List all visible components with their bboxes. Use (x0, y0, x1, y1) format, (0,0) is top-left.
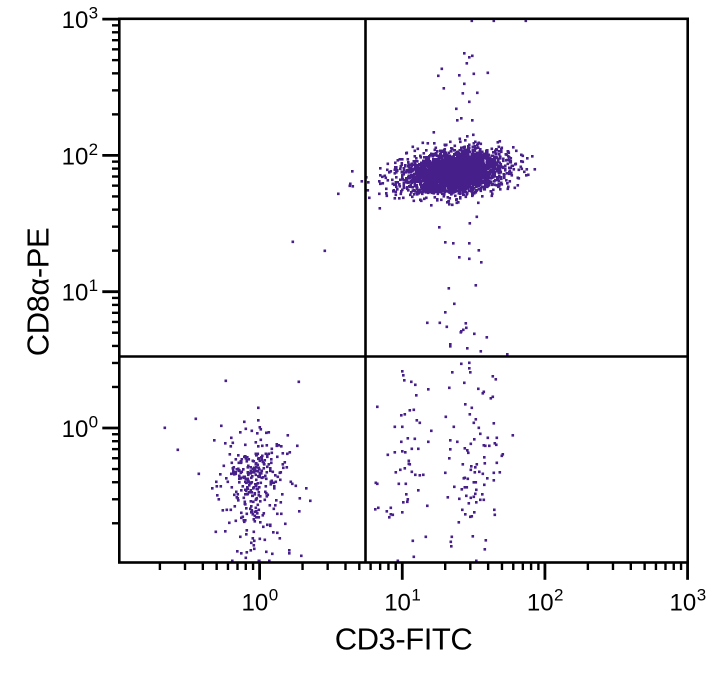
svg-text:10: 10 (527, 590, 554, 617)
svg-text:2: 2 (89, 140, 98, 159)
svg-text:10: 10 (242, 590, 269, 617)
svg-text:2: 2 (554, 586, 563, 605)
svg-text:1: 1 (411, 586, 420, 605)
svg-text:10: 10 (62, 280, 89, 307)
svg-text:0: 0 (89, 413, 98, 432)
svg-text:10: 10 (384, 590, 411, 617)
svg-text:10: 10 (62, 7, 89, 34)
svg-text:CD8α-PE: CD8α-PE (21, 228, 56, 356)
svg-text:CD3-FITC: CD3-FITC (335, 622, 473, 657)
svg-text:10: 10 (670, 590, 697, 617)
svg-text:10: 10 (62, 143, 89, 170)
svg-text:3: 3 (697, 586, 706, 605)
svg-text:10: 10 (62, 416, 89, 443)
svg-text:1: 1 (89, 276, 98, 295)
svg-text:3: 3 (89, 4, 98, 23)
svg-text:0: 0 (269, 586, 278, 605)
